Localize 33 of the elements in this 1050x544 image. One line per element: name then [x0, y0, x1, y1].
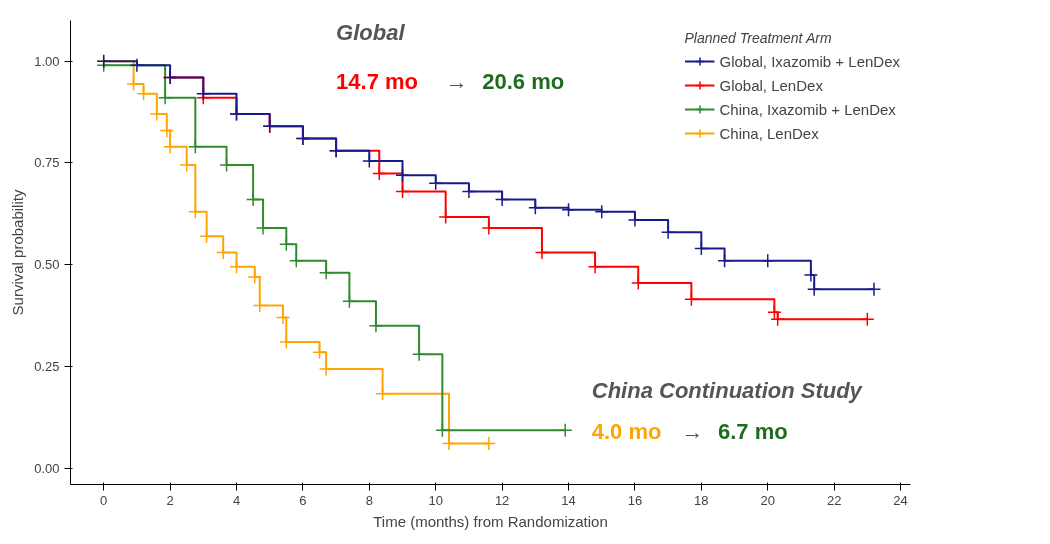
annotation: Global [336, 19, 406, 45]
x-tick-label: 8 [365, 492, 373, 508]
annotation: → [681, 418, 704, 444]
y-tick-label: 0.00 [34, 460, 60, 476]
legend-label: China, Ixazomib + LenDex [719, 100, 896, 118]
x-tick-label: 22 [826, 492, 842, 508]
x-tick-label: 16 [627, 492, 643, 508]
annotation: → [445, 68, 468, 94]
x-tick-label: 20 [760, 492, 775, 508]
annotation: 4.0 mo [591, 418, 662, 444]
x-tick-label: 2 [166, 492, 174, 508]
x-tick-label: 14 [561, 492, 576, 508]
x-axis-title: Time (months) from Randomization [373, 512, 608, 530]
annotation: 20.6 mo [482, 68, 565, 94]
y-tick-label: 0.25 [34, 358, 60, 374]
legend-label: Global, LenDex [719, 76, 823, 94]
x-tick-label: 6 [299, 492, 307, 508]
y-axis-title: Survival probability [9, 189, 27, 316]
legend-label: China, LenDex [719, 124, 819, 142]
annotation: 6.7 mo [717, 418, 788, 444]
annotation: 14.7 mo [336, 68, 419, 94]
x-tick-label: 0 [100, 492, 108, 508]
annotation: China Continuation Study [591, 378, 864, 404]
x-tick-label: 24 [893, 492, 908, 508]
y-tick-label: 0.75 [34, 155, 60, 171]
y-tick-label: 0.50 [34, 257, 60, 273]
legend-title: Planned Treatment Arm [684, 30, 833, 46]
x-tick-label: 4 [232, 492, 241, 508]
legend-label: Global, Ixazomib + LenDex [719, 52, 900, 70]
x-tick-label: 18 [694, 492, 709, 508]
x-tick-label: 12 [494, 492, 510, 508]
x-tick-label: 10 [428, 492, 443, 508]
y-tick-label: 1.00 [34, 53, 60, 69]
